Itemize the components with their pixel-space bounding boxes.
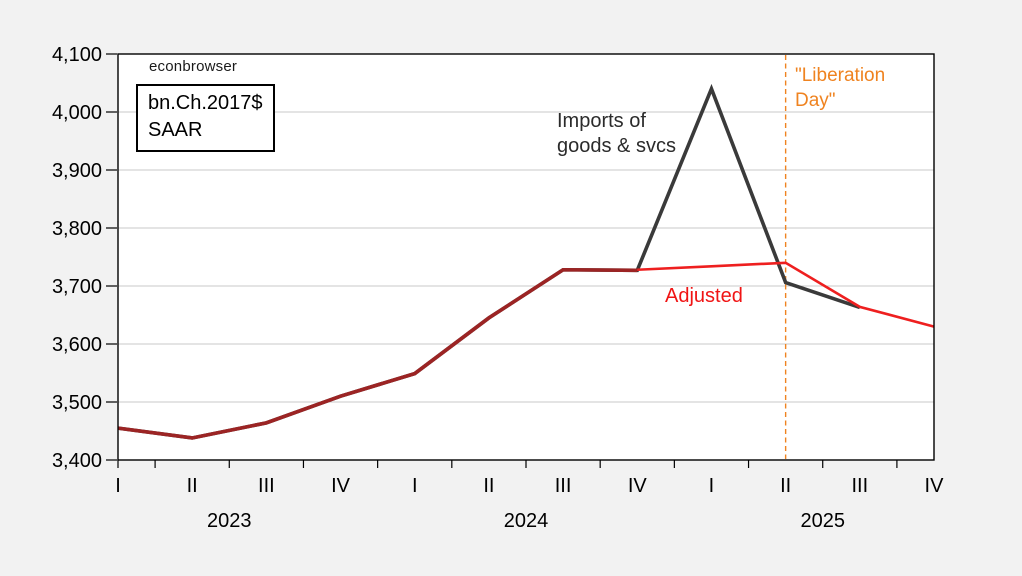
y-tick-label: 4,100	[52, 44, 102, 66]
overlap-line	[117, 267, 638, 440]
x-year-label: 2025	[800, 510, 845, 532]
y-tick-label: 3,500	[52, 392, 102, 414]
adjusted-series-label: Adjusted	[665, 285, 743, 307]
units-box: bn.Ch.2017$ SAAR	[136, 84, 275, 152]
x-year-label: 2024	[504, 510, 549, 532]
x-quarter-label: I	[115, 475, 121, 497]
x-year-label: 2023	[207, 510, 252, 532]
x-quarter-label: II	[483, 475, 494, 497]
y-tick-label: 3,800	[52, 218, 102, 240]
imports-series-label: Imports of goods & svcs	[557, 110, 676, 157]
x-quarter-label: IV	[628, 475, 648, 497]
y-tick-label: 3,400	[52, 450, 102, 472]
x-quarter-label: IV	[925, 475, 945, 497]
x-quarter-label: II	[780, 475, 791, 497]
econbrowser-watermark: econbrowser	[149, 58, 238, 75]
y-tick-label: 3,900	[52, 160, 102, 182]
x-quarter-label: III	[258, 475, 275, 497]
x-quarter-label: I	[709, 475, 715, 497]
x-quarter-label: IV	[331, 475, 351, 497]
x-quarter-label: II	[187, 475, 198, 497]
x-quarter-label: III	[851, 475, 868, 497]
x-quarter-label: III	[555, 475, 572, 497]
x-quarter-label: I	[412, 475, 418, 497]
y-tick-label: 3,600	[52, 334, 102, 356]
y-tick-label: 4,000	[52, 102, 102, 124]
liberation-day-label: "Liberation Day"	[795, 65, 886, 111]
y-tick-label: 3,700	[52, 276, 102, 298]
